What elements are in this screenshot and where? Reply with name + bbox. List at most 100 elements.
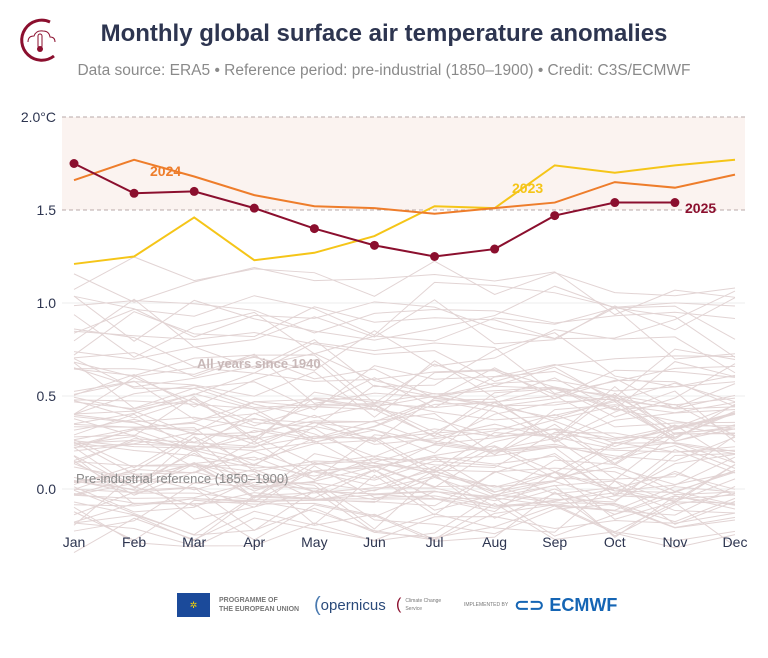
background-year-line — [73, 397, 736, 451]
x-tick-label: Jul — [426, 534, 444, 550]
background-year-line — [73, 385, 736, 440]
background-year-line — [73, 453, 736, 503]
background-year-line — [73, 413, 736, 461]
background-year-line — [73, 461, 736, 503]
above-1.5-band — [62, 117, 745, 210]
x-tick-label: Apr — [243, 534, 265, 550]
ecmwf-text: ECMWF — [549, 594, 618, 615]
point-2025 — [490, 244, 500, 254]
background-year-line — [73, 342, 736, 395]
background-year-line — [73, 359, 736, 411]
ecmwf-logo: IMPLEMENTED BY ⊂⊃ ECMWF — [464, 592, 617, 618]
point-2025 — [550, 211, 560, 221]
background-year-line — [73, 256, 736, 297]
x-tick-label: Jan — [63, 534, 86, 550]
background-year-line — [73, 424, 736, 473]
background-year-line — [73, 363, 736, 418]
background-year-line — [73, 465, 736, 508]
background-year-line — [73, 376, 736, 433]
copernicus-logo: (opernicus — [314, 593, 386, 616]
background-year-line — [73, 450, 736, 496]
background-year-line — [73, 348, 736, 399]
background-year-line — [73, 459, 736, 501]
eu-text: PROGRAMME OF THE EUROPEAN UNION — [219, 597, 300, 613]
climate-text: Climate Change Service — [405, 598, 442, 612]
background-year-line — [73, 481, 736, 535]
c3s-logo — [18, 14, 62, 69]
x-tick-label: Oct — [604, 534, 626, 550]
background-year-line — [73, 358, 736, 410]
background-year-line — [73, 332, 736, 388]
background-year-line — [73, 281, 736, 336]
x-tick-label: Nov — [662, 534, 687, 550]
background-year-line — [73, 468, 736, 511]
background-year-line — [73, 379, 736, 420]
background-year-line — [73, 398, 736, 445]
chart-title: Monthly global surface air temperature a… — [100, 20, 668, 47]
reference-lines — [62, 116, 745, 211]
chart: 2023 2024 2025 0.0 0.5 1.0 1.5 2.0°C Jan Feb Mar Ap… — [21, 109, 748, 553]
x-tick-label: Sep — [542, 534, 567, 550]
point-2025 — [189, 186, 199, 196]
c3s-footer-logo: (Climate Change Service — [396, 592, 445, 618]
y-tick-label: 1.0 — [37, 295, 57, 311]
background-year-line — [73, 502, 736, 553]
chart-subtitle: Data source: ERA5 • Reference period: pr… — [77, 62, 691, 79]
series-label-2024: 2024 — [150, 163, 181, 179]
y-tick-label: 2.0°C — [21, 109, 56, 125]
background-year-line — [73, 425, 736, 474]
y-tick-label: 0.0 — [37, 481, 57, 497]
background-year-line — [73, 297, 736, 348]
background-years — [73, 256, 736, 553]
background-year-line — [73, 435, 736, 488]
annotation-all-years: All years since 1940 — [197, 356, 321, 371]
background-year-line — [73, 480, 736, 533]
background-year-line — [73, 362, 736, 411]
x-tick-label: Dec — [723, 534, 748, 550]
point-2025 — [249, 203, 259, 213]
background-year-line — [73, 435, 736, 490]
annotation-baseline: Pre-industrial reference (1850–1900) — [76, 471, 288, 486]
ecmwf-wordmark: ⊂⊃ ECMWF — [514, 594, 618, 615]
background-year-line — [73, 410, 736, 452]
series-line-2024 — [73, 158, 736, 215]
point-2025 — [369, 240, 379, 250]
background-year-line — [73, 390, 736, 444]
background-year-line — [73, 398, 736, 448]
point-2025 — [129, 188, 139, 198]
background-year-line — [73, 352, 736, 400]
point-2025 — [309, 224, 319, 234]
background-year-line — [73, 417, 736, 465]
background-year-line — [73, 290, 736, 340]
point-2025 — [430, 252, 440, 261]
eu-flag-icon: ✲ — [177, 593, 210, 617]
background-year-line — [73, 463, 736, 507]
point-2025 — [670, 198, 680, 208]
point-2025 — [610, 198, 620, 208]
series — [69, 158, 736, 265]
background-year-line — [73, 463, 736, 511]
background-year-line — [73, 300, 736, 334]
implemented-text: IMPLEMENTED BY — [464, 602, 509, 608]
point-2025 — [69, 159, 79, 168]
background-year-line — [73, 285, 736, 342]
x-tick-label: Mar — [182, 534, 206, 550]
series-line-2023 — [73, 158, 736, 265]
background-year-line — [73, 328, 736, 374]
x-tick-label: Feb — [122, 534, 146, 550]
copernicus-text: opernicus — [320, 596, 386, 614]
y-tick-label: 0.5 — [37, 388, 57, 404]
x-tick-label: Aug — [482, 534, 507, 550]
background-year-line — [73, 412, 736, 467]
series-label-2025: 2025 — [685, 200, 716, 216]
background-year-line — [73, 473, 736, 530]
background-year-line — [73, 266, 736, 316]
x-tick-label: Jun — [363, 534, 386, 550]
eu-logo: ✲ PROGRAMME OF THE EUROPEAN UNION — [177, 592, 299, 618]
background-year-line — [73, 442, 736, 469]
background-year-line — [73, 388, 736, 441]
series-label-2023: 2023 — [512, 180, 543, 196]
tick-labels: 2023 2024 2025 0.0 0.5 1.0 1.5 2.0°C Jan Feb Mar Ap… — [21, 109, 748, 550]
background-year-line — [73, 452, 736, 507]
y-tick-label: 1.5 — [37, 202, 57, 218]
